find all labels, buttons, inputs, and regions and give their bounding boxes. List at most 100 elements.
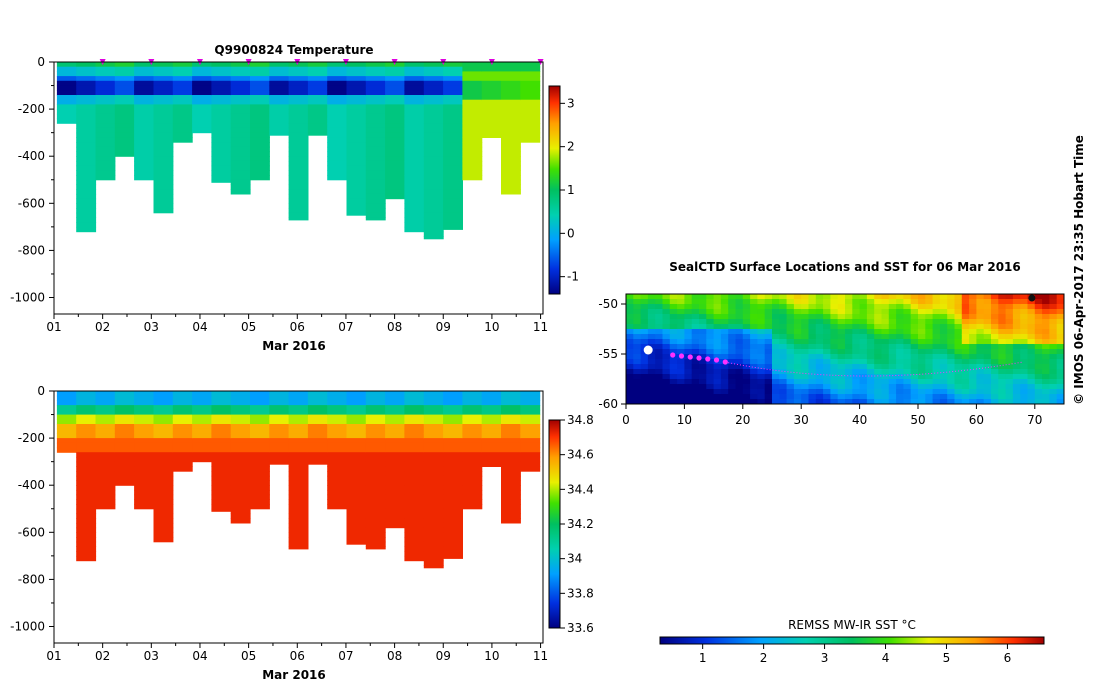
sst-cell bbox=[961, 399, 970, 405]
sst-cell bbox=[947, 364, 955, 370]
section-cell bbox=[443, 433, 463, 439]
section-cell bbox=[230, 504, 251, 510]
section-cell bbox=[443, 532, 463, 538]
section-cell bbox=[520, 123, 541, 129]
sst-cell bbox=[961, 374, 970, 380]
section-cell bbox=[520, 424, 541, 430]
sst-cell bbox=[815, 299, 824, 305]
sst-cell bbox=[837, 329, 846, 335]
section-cell bbox=[404, 537, 425, 543]
sst-cell bbox=[932, 314, 941, 320]
sst-cell bbox=[801, 339, 809, 345]
sst-cell bbox=[626, 294, 634, 300]
section-cell bbox=[501, 447, 521, 453]
sst-cell bbox=[830, 354, 839, 360]
sst-cell bbox=[669, 399, 678, 405]
section-cell bbox=[327, 76, 348, 82]
section-cell bbox=[76, 203, 97, 209]
section-cell bbox=[520, 395, 541, 401]
section-cell bbox=[443, 127, 463, 134]
sst-cell bbox=[779, 389, 788, 395]
sst-cell bbox=[1042, 399, 1050, 405]
section-cell bbox=[172, 414, 193, 420]
sst-cell bbox=[830, 304, 839, 310]
section-cell bbox=[501, 137, 521, 143]
sst-cell bbox=[655, 299, 663, 305]
section-cell bbox=[153, 461, 174, 467]
sst-cell bbox=[706, 304, 715, 310]
sst-cell bbox=[772, 329, 780, 335]
sst-cell bbox=[837, 344, 846, 350]
section-cell bbox=[288, 447, 309, 453]
section-cell bbox=[385, 456, 405, 463]
section-cell bbox=[501, 471, 521, 477]
sst-cell bbox=[640, 359, 649, 365]
section-cell bbox=[346, 405, 367, 411]
section-cell bbox=[520, 62, 541, 68]
sst-cell bbox=[684, 369, 693, 375]
sst-cell bbox=[903, 309, 912, 315]
section-cell bbox=[153, 395, 174, 401]
colorbar-tick-label: 34 bbox=[567, 552, 582, 566]
section-cell bbox=[288, 76, 309, 82]
section-cell bbox=[423, 560, 444, 566]
section-cell bbox=[501, 428, 521, 434]
sst-cell bbox=[640, 304, 649, 310]
section-cell bbox=[346, 508, 367, 515]
sst-cell bbox=[626, 354, 634, 360]
sst-cell bbox=[1056, 309, 1065, 315]
section-cell bbox=[327, 494, 348, 500]
section-cell bbox=[385, 433, 405, 439]
section-cell bbox=[423, 66, 444, 72]
section-cell bbox=[250, 66, 270, 72]
section-cell bbox=[423, 499, 444, 505]
section-cell bbox=[56, 118, 77, 124]
section-cell bbox=[56, 76, 77, 82]
sst-cell bbox=[918, 329, 926, 335]
section-cell bbox=[76, 104, 97, 110]
sst-cell bbox=[969, 389, 977, 395]
sst-cell bbox=[961, 294, 970, 300]
section-cell bbox=[462, 151, 483, 157]
section-cell bbox=[76, 71, 97, 77]
section-cell bbox=[423, 452, 444, 458]
section-cell bbox=[520, 419, 541, 425]
section-cell bbox=[288, 160, 309, 167]
section-cell bbox=[114, 433, 135, 439]
sst-cell bbox=[1012, 344, 1021, 350]
sst-cell bbox=[852, 384, 861, 390]
sst-cell bbox=[772, 359, 780, 365]
section-cell bbox=[443, 118, 463, 124]
sst-cell bbox=[859, 369, 868, 375]
sst-cell bbox=[918, 374, 926, 380]
sst-cell bbox=[1020, 354, 1028, 360]
sst-cell bbox=[786, 354, 795, 360]
section-cell bbox=[230, 184, 251, 190]
sst-cell bbox=[699, 374, 707, 380]
sst-cell bbox=[801, 359, 809, 365]
section-cell bbox=[95, 456, 116, 463]
sst-cell bbox=[757, 304, 766, 310]
sst-cell bbox=[801, 299, 809, 305]
section-cell bbox=[385, 146, 405, 153]
sst-cell bbox=[699, 379, 707, 385]
sst-cell bbox=[633, 359, 642, 365]
section-cell bbox=[443, 113, 463, 120]
section-cell bbox=[307, 405, 328, 411]
sst-cell bbox=[874, 294, 882, 300]
sst-cell bbox=[1056, 399, 1065, 405]
colorbar-tick-label: -1 bbox=[567, 270, 579, 284]
section-cell bbox=[365, 513, 386, 519]
sst-cell bbox=[874, 394, 882, 400]
sst-cell bbox=[669, 369, 678, 375]
sst-cell bbox=[866, 349, 875, 355]
section-cell bbox=[211, 160, 232, 167]
sst-cell bbox=[669, 304, 678, 310]
sst-cell bbox=[1034, 354, 1043, 360]
map-x-tick-label: 50 bbox=[910, 413, 925, 427]
section-cell bbox=[365, 456, 386, 463]
section-cell bbox=[192, 456, 212, 463]
sst-cell bbox=[772, 379, 780, 385]
sst-cell bbox=[677, 319, 685, 325]
section-cell bbox=[269, 405, 290, 411]
